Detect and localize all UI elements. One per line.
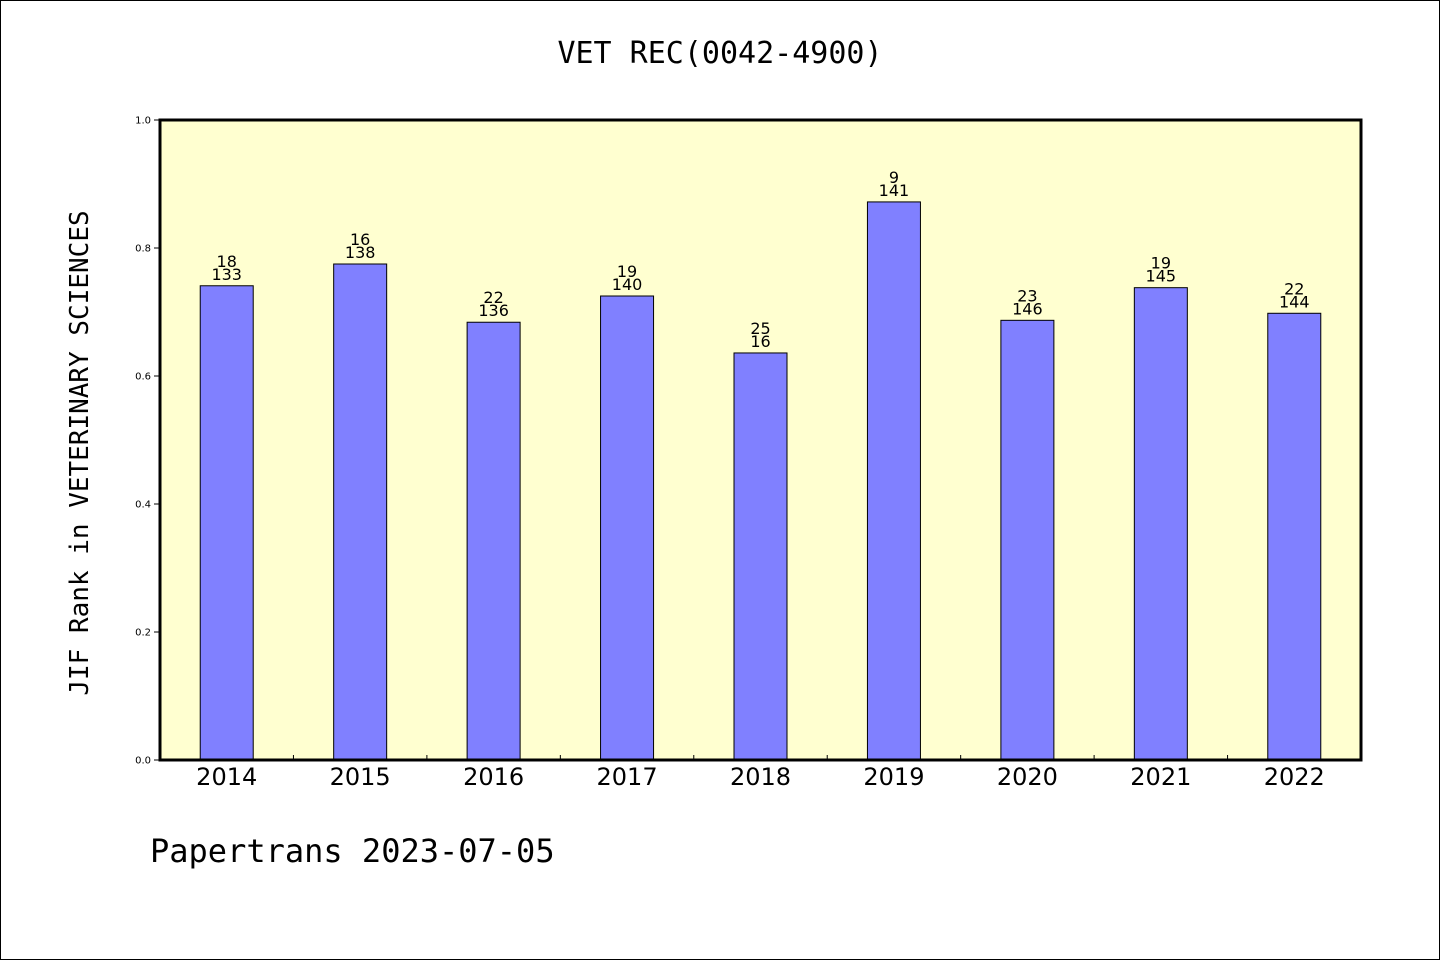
bar-total-label: 144 [1279, 292, 1310, 311]
x-tick-label: 2014 [196, 763, 257, 791]
bar-rank-label: 22 [1284, 279, 1304, 298]
bar [866, 201, 921, 761]
bars-layer [199, 201, 1322, 761]
x-tick-label: 2017 [597, 763, 658, 791]
bar [600, 295, 655, 761]
bar-rank-label: 25 [750, 319, 770, 338]
chart-title: VET REC(0042-4900) [557, 36, 883, 71]
x-ticks-layer: 2014 2015 2016 2017 2018 2019 2020 2021 2022 [196, 755, 1325, 791]
data-labels-layer: 1813316138221361914025169141231461914522… [211, 168, 1309, 351]
bar-total-label: 141 [879, 181, 910, 200]
bar [1133, 287, 1188, 761]
x-tick-label: 2022 [1264, 763, 1325, 791]
y-ticks-layer: 0.0 0.2 0.4 0.6 0.8 1.0 [135, 116, 160, 767]
bar-total-label: 146 [1012, 299, 1043, 318]
bar [199, 285, 254, 761]
x-tick-label: 2015 [330, 763, 391, 791]
bar-rank-label: 19 [617, 262, 637, 281]
bar-total-label: 16 [750, 332, 770, 351]
bar-total-label: 136 [478, 301, 509, 320]
bar-rank-label: 9 [889, 168, 899, 187]
bar [466, 321, 521, 761]
bar [733, 352, 788, 761]
y-tick-label: 1.0 [135, 116, 151, 127]
y-tick-label: 0.2 [135, 628, 151, 639]
bar-rank-label: 16 [350, 230, 370, 249]
bar-total-label: 138 [345, 243, 376, 262]
x-tick-label: 2021 [1130, 763, 1191, 791]
bar [1267, 312, 1322, 761]
x-tick-label: 2020 [997, 763, 1058, 791]
x-tick-label: 2018 [730, 763, 791, 791]
y-tick-label: 0.6 [135, 372, 151, 383]
y-tick-label: 0.4 [135, 500, 151, 511]
bar-total-label: 133 [211, 265, 242, 284]
x-tick-label: 2016 [463, 763, 524, 791]
bar-rank-label: 18 [217, 252, 237, 271]
plot-border [158, 118, 1363, 762]
bar-total-label: 145 [1146, 267, 1177, 286]
y-tick-label: 0.8 [135, 244, 151, 255]
bar-rank-label: 23 [1017, 286, 1037, 305]
bar [1000, 319, 1055, 761]
footer-note: Papertrans 2023-07-05 [150, 832, 555, 870]
x-tick-label: 2019 [863, 763, 924, 791]
bar-rank-label: 19 [1151, 254, 1171, 273]
bar-rank-label: 22 [483, 288, 503, 307]
bar [333, 263, 388, 761]
y-tick-label: 0.0 [135, 756, 151, 767]
bar-total-label: 140 [612, 275, 643, 294]
